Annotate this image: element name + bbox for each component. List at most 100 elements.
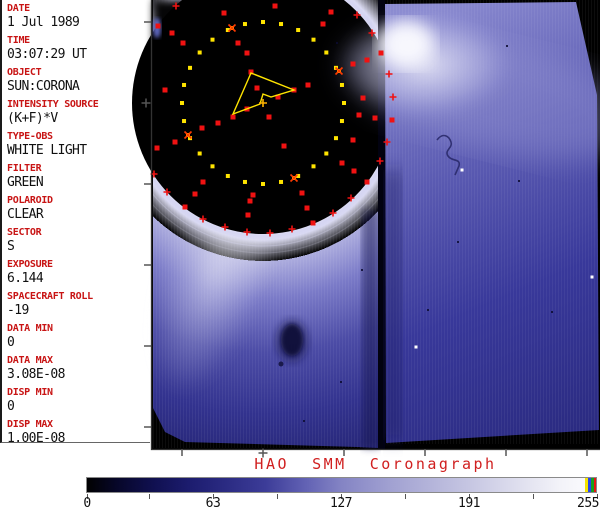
plot-axis [150, 0, 600, 451]
grid-cross [376, 157, 384, 165]
colorbar-tick-label: 0 [83, 496, 91, 511]
colorbar-tick-label: 191 [458, 496, 480, 511]
grid-cross [389, 93, 397, 101]
grid-cross [266, 229, 274, 237]
limb-ring-dot [296, 28, 301, 33]
limb-ring-dot [225, 28, 230, 33]
limb-ring-dot [225, 173, 230, 178]
colorbar [86, 477, 597, 493]
field-label: EXPOSURE [7, 259, 53, 270]
metadata-field-time: TIME 03:07:29 UT [7, 35, 150, 62]
grid-dot [230, 114, 236, 120]
colorbar-major-tick [597, 494, 598, 499]
film-defect-squiggle [436, 134, 461, 176]
grid-dot [248, 69, 254, 75]
limb-ring-dot [333, 136, 338, 141]
film-defect-dot [278, 361, 284, 367]
grid-cross [353, 11, 361, 19]
cardinal-x-mark [334, 66, 344, 76]
grid-dot [200, 179, 206, 185]
bright-speck [590, 275, 594, 279]
grid-dot [305, 82, 311, 88]
diffraction-arcs [153, 185, 379, 254]
field-value: 1 Jul 1989 [7, 15, 80, 30]
metadata-field-data-min: DATA MIN 0 [7, 323, 150, 350]
limb-ring-dot [197, 50, 202, 55]
grid-cross [288, 225, 296, 233]
grid-dot [372, 115, 378, 121]
grid-dot [351, 168, 357, 174]
limb-ring-dot [279, 179, 284, 184]
metadata-sidebar: DATE 1 Jul 1989 TIME 03:07:29 UT OBJECT SUN:C… [0, 0, 150, 446]
colorbar-minor-tick [277, 494, 278, 499]
plate-top-left-dark-corner [153, 0, 247, 64]
metadata-field-data-max: DATA MAX 3.08E-08 [7, 355, 150, 382]
film-speck [506, 45, 508, 47]
axis-center-cross [141, 98, 151, 108]
field-label: FILTER [7, 163, 42, 174]
field-label: DATE [7, 3, 30, 14]
limb-ring-dot [182, 82, 187, 87]
field-label: TYPE-OBS [7, 131, 53, 142]
limb-ring-dot [197, 151, 202, 156]
grid-dot [235, 40, 241, 46]
grid-dot [356, 112, 362, 118]
grid-cross [221, 223, 229, 231]
grid-dot [389, 117, 395, 123]
occulting-disk [132, 0, 394, 234]
film-speck [336, 42, 338, 44]
metadata-field-date: DATE 1 Jul 1989 [7, 3, 150, 30]
limb-ring-dot [180, 101, 184, 105]
cardinal-x-mark [289, 173, 299, 183]
metadata-field-polaroid: POLAROID CLEAR [7, 195, 150, 222]
metadata-field-disp-min: DISP MIN 0 [7, 387, 150, 414]
field-value: 03:07:29 UT [7, 47, 87, 62]
limb-ring-dot [210, 37, 215, 42]
film-speck [340, 381, 342, 383]
grid-dot [199, 125, 205, 131]
limb-ring-dot [261, 20, 265, 24]
grid-dot [360, 95, 366, 101]
grid-dot [254, 85, 260, 91]
field-label: DISP MAX [7, 419, 53, 430]
feature-pointer-polygon [231, 72, 297, 116]
grid-dot [281, 143, 287, 149]
grid-cross [199, 215, 207, 223]
grid-dot [378, 50, 384, 56]
grid-dot [247, 198, 253, 204]
film-speck [551, 311, 553, 313]
colorbar-end-stripe [591, 478, 594, 492]
grid-dot [154, 145, 160, 151]
colorbar-major-tick [469, 494, 470, 499]
grid-dot [339, 160, 345, 166]
streamer-glow-core [378, 20, 434, 68]
limb-ring-dot [279, 22, 284, 27]
bright-speck [460, 168, 464, 172]
field-value: 3.08E-08 [7, 367, 65, 382]
grid-cross [385, 70, 393, 78]
limb-ring-dot [339, 119, 344, 124]
grid-cross [347, 194, 355, 202]
grid-dot [299, 190, 305, 196]
grid-cross [368, 29, 376, 37]
colorbar-major-tick [87, 494, 88, 499]
limb-ring-dot [342, 101, 346, 105]
field-value: (K+F)*V [7, 111, 58, 126]
colorbar-tick-label: 63 [205, 496, 221, 511]
colorbar-end-stripe [585, 478, 588, 492]
grid-dot [155, 23, 161, 29]
plate-right-edge-shade [385, 170, 401, 440]
field-value: GREEN [7, 175, 44, 190]
metadata-field-exposure: EXPOSURE 6.144 [7, 259, 150, 286]
plate-left-edge-shade [362, 210, 379, 448]
limb-ring-dot [296, 173, 301, 178]
grid-dot [320, 21, 326, 27]
limb-ring-dot [311, 164, 316, 169]
colorbar-tick-label: 255 [577, 496, 599, 511]
grid-cross [172, 2, 180, 10]
colorbar-tick-label: 127 [330, 496, 352, 511]
field-label: OBJECT [7, 67, 42, 78]
grid-dot [172, 139, 178, 145]
limb-ring-dot [182, 119, 187, 124]
fiducial-overlay [150, 2, 594, 422]
